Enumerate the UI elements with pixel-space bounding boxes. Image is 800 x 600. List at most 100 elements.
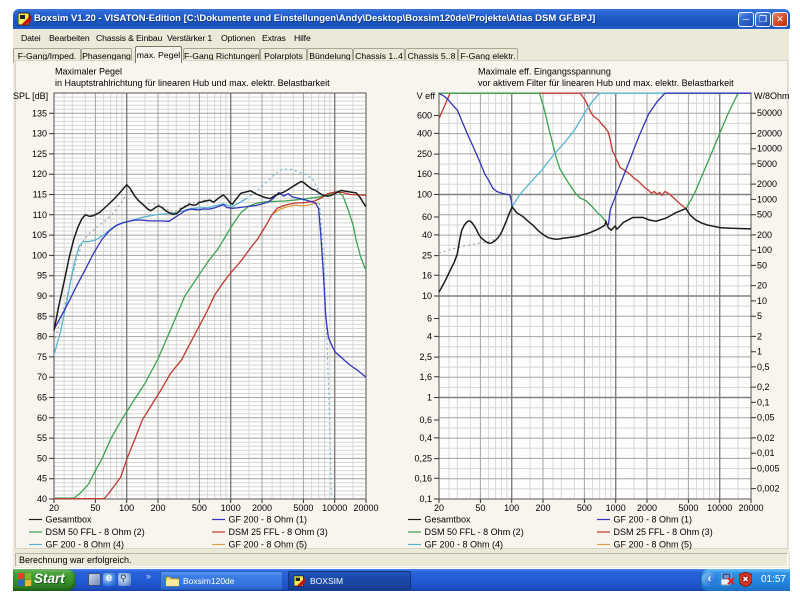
svg-text:500: 500	[192, 503, 207, 513]
svg-text:60: 60	[422, 212, 432, 222]
svg-text:1: 1	[757, 347, 762, 357]
svg-text:20: 20	[49, 503, 59, 513]
svg-text:65: 65	[37, 393, 47, 403]
svg-text:1000: 1000	[606, 503, 626, 513]
svg-text:0,25: 0,25	[414, 454, 432, 464]
svg-text:Maximale eff. Eingangsspannung: Maximale eff. Eingangsspannung	[478, 67, 611, 77]
svg-text:200: 200	[150, 503, 165, 513]
svg-text:2000: 2000	[252, 503, 272, 513]
svg-text:0,5: 0,5	[757, 362, 770, 372]
svg-text:0,01: 0,01	[757, 448, 775, 458]
svg-text:10: 10	[422, 291, 432, 301]
svg-text:DSM 25 FFL - 8 Ohm (3): DSM 25 FFL - 8 Ohm (3)	[614, 527, 713, 537]
svg-text:6: 6	[427, 314, 432, 324]
svg-text:200: 200	[535, 503, 550, 513]
svg-text:400: 400	[417, 128, 432, 138]
svg-text:0,02: 0,02	[757, 433, 775, 443]
svg-text:GF 200 - 8 Ohm (1): GF 200 - 8 Ohm (1)	[229, 515, 308, 525]
svg-text:2000: 2000	[637, 503, 657, 513]
svg-text:5000: 5000	[757, 159, 777, 169]
svg-text:10000: 10000	[757, 144, 782, 154]
svg-text:50: 50	[475, 503, 485, 513]
svg-text:130: 130	[32, 129, 47, 139]
svg-text:in Hauptstrahlrichtung für lin: in Hauptstrahlrichtung für linearen Hub …	[55, 78, 330, 88]
svg-text:W/8Ohm: W/8Ohm	[754, 91, 790, 101]
svg-text:0,002: 0,002	[757, 484, 780, 494]
svg-text:70: 70	[37, 372, 47, 382]
svg-text:Gesamtbox: Gesamtbox	[425, 515, 472, 525]
svg-text:80: 80	[37, 332, 47, 342]
svg-text:135: 135	[32, 108, 47, 118]
svg-text:90: 90	[37, 291, 47, 301]
svg-text:1: 1	[427, 393, 432, 403]
svg-text:16: 16	[422, 270, 432, 280]
svg-text:100: 100	[757, 245, 772, 255]
svg-text:0,16: 0,16	[414, 473, 432, 483]
svg-text:0,1: 0,1	[757, 397, 770, 407]
svg-text:5: 5	[757, 311, 762, 321]
svg-text:10000: 10000	[322, 503, 347, 513]
svg-text:75: 75	[37, 352, 47, 362]
svg-text:DSM 50 FFL - 8 Ohm (2): DSM 50 FFL - 8 Ohm (2)	[46, 527, 145, 537]
svg-text:2000: 2000	[757, 179, 777, 189]
svg-text:125: 125	[32, 149, 47, 159]
svg-text:20: 20	[757, 281, 767, 291]
svg-text:100: 100	[119, 503, 134, 513]
svg-text:40: 40	[37, 494, 47, 504]
svg-text:500: 500	[577, 503, 592, 513]
svg-text:110: 110	[33, 210, 47, 220]
svg-text:100: 100	[32, 250, 47, 260]
svg-text:2,5: 2,5	[419, 352, 432, 362]
svg-text:GF 200 - 8 Ohm (4): GF 200 - 8 Ohm (4)	[425, 540, 504, 550]
svg-text:60: 60	[37, 413, 47, 423]
svg-text:45: 45	[37, 474, 47, 484]
svg-text:55: 55	[37, 433, 47, 443]
svg-text:600: 600	[417, 111, 432, 121]
svg-text:2: 2	[757, 331, 762, 341]
svg-text:Maximaler Pegel: Maximaler Pegel	[55, 67, 122, 77]
svg-text:1000: 1000	[221, 503, 241, 513]
svg-text:V eff: V eff	[417, 91, 436, 101]
svg-text:95: 95	[37, 271, 47, 281]
svg-text:0,6: 0,6	[419, 415, 432, 425]
svg-text:DSM 50 FFL - 8 Ohm (2): DSM 50 FFL - 8 Ohm (2)	[425, 527, 524, 537]
svg-text:Gesamtbox: Gesamtbox	[46, 515, 93, 525]
svg-text:1000: 1000	[757, 194, 777, 204]
svg-text:105: 105	[32, 230, 47, 240]
svg-text:1,6: 1,6	[419, 372, 432, 382]
svg-text:160: 160	[417, 169, 432, 179]
svg-text:5000: 5000	[678, 503, 698, 513]
svg-text:GF 200 - 8 Ohm (5): GF 200 - 8 Ohm (5)	[229, 540, 308, 550]
svg-text:DSM 25 FFL - 8 Ohm (3): DSM 25 FFL - 8 Ohm (3)	[229, 527, 328, 537]
svg-text:SPL [dB]: SPL [dB]	[13, 91, 48, 101]
svg-text:50000: 50000	[757, 108, 782, 118]
svg-text:20000: 20000	[738, 503, 763, 513]
svg-text:0,1: 0,1	[419, 494, 432, 504]
svg-text:GF 200 - 8 Ohm (1): GF 200 - 8 Ohm (1)	[614, 515, 693, 525]
svg-text:5000: 5000	[293, 503, 313, 513]
svg-text:20000: 20000	[757, 128, 782, 138]
svg-text:500: 500	[757, 210, 772, 220]
svg-text:50: 50	[37, 453, 47, 463]
svg-text:100: 100	[417, 190, 432, 200]
svg-text:0,4: 0,4	[419, 433, 432, 443]
svg-text:40: 40	[422, 230, 432, 240]
svg-text:10: 10	[757, 296, 767, 306]
svg-text:200: 200	[757, 230, 772, 240]
svg-text:50: 50	[757, 260, 767, 270]
svg-text:0,05: 0,05	[757, 413, 775, 423]
svg-text:20000: 20000	[353, 503, 378, 513]
svg-text:50: 50	[90, 503, 100, 513]
svg-text:115: 115	[33, 190, 47, 200]
svg-text:vor aktivem Filter für lineare: vor aktivem Filter für linearen Hub und …	[478, 78, 734, 88]
svg-text:GF 200 - 8 Ohm (5): GF 200 - 8 Ohm (5)	[614, 540, 693, 550]
svg-text:0,2: 0,2	[757, 382, 770, 392]
svg-text:250: 250	[417, 149, 432, 159]
svg-text:0,005: 0,005	[757, 463, 780, 473]
svg-text:100: 100	[504, 503, 519, 513]
svg-text:120: 120	[32, 169, 47, 179]
svg-text:85: 85	[37, 311, 47, 321]
svg-text:GF 200 - 8 Ohm (4): GF 200 - 8 Ohm (4)	[46, 540, 125, 550]
svg-text:10000: 10000	[707, 503, 732, 513]
svg-text:4: 4	[427, 331, 432, 341]
